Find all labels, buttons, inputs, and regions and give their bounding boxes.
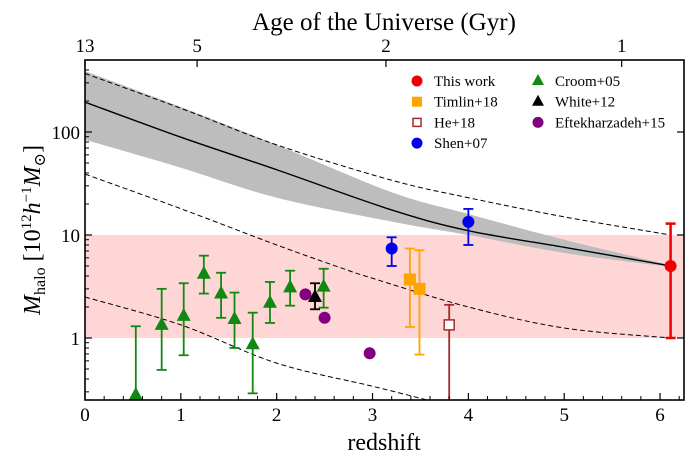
series-he-18 <box>443 303 455 400</box>
legend-label: Timlin+18 <box>434 95 498 111</box>
x-tick-label: 1 <box>176 405 186 426</box>
top-axis-label: Age of the Universe (Gyr) <box>252 9 516 36</box>
marker-triangle <box>176 307 191 321</box>
x-tick-label: 5 <box>559 405 569 426</box>
series-shen-07 <box>385 208 475 267</box>
axis-ticks: 0 1 2 3 4 5 6 1 10 100 13 5 2 1 <box>52 36 684 426</box>
legend-label: He+18 <box>434 115 475 131</box>
marker-triangle <box>196 265 211 279</box>
marker-circle <box>532 116 544 128</box>
marker-open-square <box>443 319 455 331</box>
marker-circle <box>385 242 398 255</box>
legend-label: Croom+05 <box>555 74 620 90</box>
x-tick-label: 2 <box>272 405 282 426</box>
model-median-line <box>85 101 671 267</box>
legend-label: Shen+07 <box>434 136 488 152</box>
marker-triangle <box>283 279 298 293</box>
series-eftekharzadeh-15 <box>299 288 376 360</box>
marker-circle <box>664 259 677 272</box>
model-band-area <box>85 71 671 267</box>
x-tick-label: 6 <box>655 405 665 426</box>
y-tick-label: 1 <box>71 329 81 350</box>
plot-frame <box>84 59 685 401</box>
top-tick-label: 13 <box>76 36 95 57</box>
y-axis-label: Mhalo [1012h−1M⊙] <box>19 145 49 316</box>
legend-item-he-18: He+18 <box>412 115 475 131</box>
data-points <box>128 208 677 400</box>
series-white-12 <box>308 282 323 311</box>
marker-triangle <box>532 94 544 106</box>
legend-label: This work <box>434 74 496 90</box>
marker-circle <box>411 75 423 87</box>
x-tick-label: 4 <box>464 405 474 426</box>
legend-label: Eftekharzadeh+15 <box>555 115 665 131</box>
marker-triangle <box>262 294 277 308</box>
model-band <box>85 71 671 267</box>
marker-triangle <box>308 289 323 303</box>
marker-triangle <box>154 316 169 330</box>
y-tick-label: 10 <box>61 226 80 247</box>
marker-triangle <box>316 278 331 292</box>
legend-item-this-work: This work <box>411 74 496 90</box>
legend: This work Timlin+18 He+18 Shen+07 Croom+05 Wh… <box>411 74 665 152</box>
marker-triangle <box>214 285 229 299</box>
marker-triangle <box>227 310 242 324</box>
dashed-curve-2 <box>85 296 428 400</box>
marker-triangle <box>128 386 143 400</box>
legend-item-shen-07: Shen+07 <box>411 136 488 152</box>
marker-circle <box>299 288 312 301</box>
dashed-curves <box>85 72 671 400</box>
legend-item-timlin-18: Timlin+18 <box>412 95 498 111</box>
series-timlin-18 <box>403 247 426 356</box>
legend-label: White+12 <box>555 95 615 111</box>
marker-open-square <box>412 117 422 128</box>
top-tick-label: 1 <box>617 36 627 57</box>
x-axis-label: redshift <box>347 430 421 456</box>
legend-item-croom-05: Croom+05 <box>532 74 620 90</box>
x-tick-label: 0 <box>80 405 90 426</box>
marker-circle <box>462 215 475 228</box>
y-tick-label: 100 <box>52 123 81 144</box>
series-this-work <box>664 222 677 340</box>
marker-square <box>412 96 422 107</box>
top-tick-label: 5 <box>192 36 202 57</box>
top-tick-label: 2 <box>381 36 391 57</box>
x-tick-label: 3 <box>368 405 378 426</box>
series-croom-05 <box>128 254 331 400</box>
marker-circle <box>363 347 376 360</box>
marker-triangle <box>532 74 544 85</box>
legend-item-white-12: White+12 <box>532 94 615 111</box>
marker-triangle <box>245 336 260 350</box>
marker-square <box>413 282 426 295</box>
marker-circle <box>318 311 331 324</box>
legend-item-eftekharzadeh-15: Eftekharzadeh+15 <box>532 115 665 131</box>
dashed-curve-1 <box>85 173 671 339</box>
marker-square <box>403 273 416 286</box>
marker-circle <box>411 137 423 149</box>
